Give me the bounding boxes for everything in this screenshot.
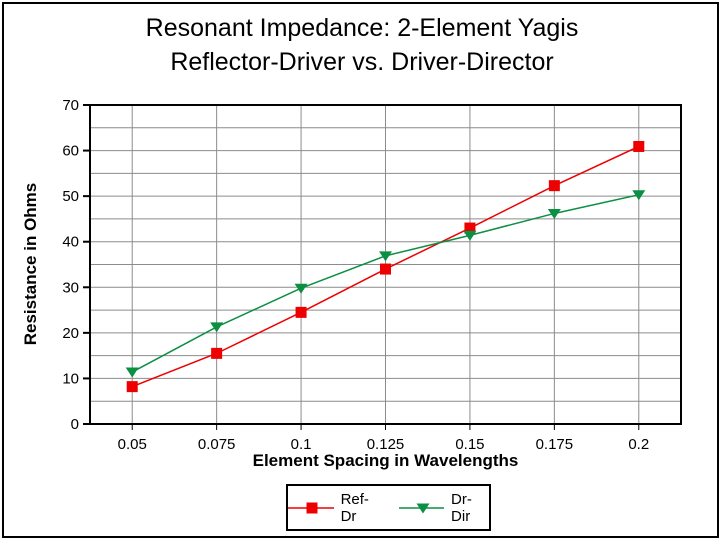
legend-dr-dir-marker <box>416 503 429 513</box>
chart-title: Resonant Impedance: 2-Element Yagis Refl… <box>0 11 724 79</box>
y-tick-label: 0 <box>71 416 79 433</box>
data-point-dr-dir-marker <box>632 190 646 201</box>
legend-label: Dr-Dir <box>451 490 472 525</box>
legend-label: Ref-Dr <box>340 490 369 525</box>
data-point-ref-dr-marker <box>548 180 560 192</box>
y-tick-label: 70 <box>62 97 79 114</box>
data-point-ref-dr-marker <box>633 140 645 152</box>
x-axis-title: Element Spacing in Wavelengths <box>252 451 519 470</box>
x-tick-label: 0.125 <box>367 436 405 453</box>
y-tick-label: 10 <box>62 370 79 387</box>
x-tick-label: 0.2 <box>628 436 649 453</box>
x-tick-label: 0.175 <box>536 436 574 453</box>
x-tick-label: 0.15 <box>455 436 484 453</box>
y-tick-label: 30 <box>62 279 79 296</box>
y-axis-title: Resistance in Ohms <box>21 182 40 346</box>
y-tick-label: 50 <box>62 188 79 205</box>
data-point-dr-dir-marker <box>547 208 561 219</box>
data-point-dr-dir-marker <box>463 230 477 241</box>
legend-entry-dr-dir: Dr-Dir <box>398 490 490 525</box>
legend-entry-ref-dr: Ref-Dr <box>288 491 383 525</box>
legend-triangle-down-icon <box>398 503 445 513</box>
legend: Ref-Dr Dr-Dir <box>286 484 491 531</box>
y-tick-label: 60 <box>62 143 79 160</box>
data-point-ref-dr-marker <box>211 347 223 359</box>
data-point-ref-dr-marker <box>295 306 307 318</box>
data-point-ref-dr-marker <box>126 381 138 393</box>
data-point-dr-dir-marker <box>210 322 224 333</box>
data-point-dr-dir-marker <box>379 251 392 262</box>
y-tick-label: 20 <box>62 325 79 342</box>
data-point-dr-dir-marker <box>294 283 308 294</box>
legend-square-icon <box>288 502 334 513</box>
chart-title-line-2: Reflector-Driver vs. Driver-Director <box>170 48 554 76</box>
legend-ref-dr-marker <box>306 502 318 513</box>
y-tick-label: 40 <box>62 234 79 251</box>
x-tick-label: 0.1 <box>291 436 312 453</box>
data-point-ref-dr-marker <box>380 263 391 275</box>
x-tick-label: 0.05 <box>118 436 147 453</box>
x-tick-label: 0.075 <box>198 436 236 453</box>
chart-title-line-1: Resonant Impedance: 2-Element Yagis <box>145 14 579 42</box>
data-point-dr-dir-marker <box>125 367 139 378</box>
data-point-ref-dr-marker <box>464 222 476 234</box>
